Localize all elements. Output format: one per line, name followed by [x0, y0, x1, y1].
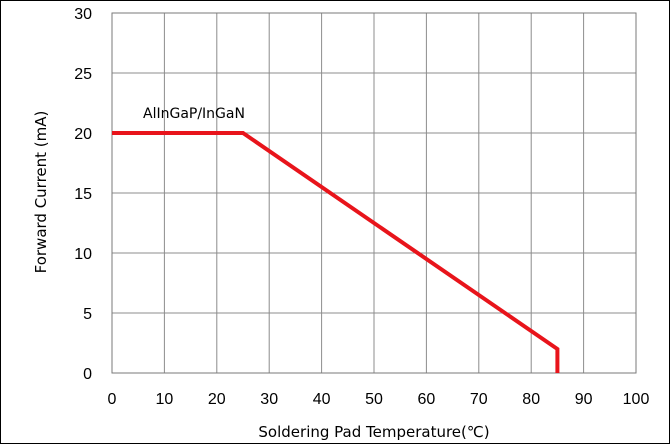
series-line — [112, 131, 560, 373]
x-tick-label: 70 — [470, 391, 488, 408]
y-axis-title: Forward Current (mA) — [32, 111, 50, 274]
y-tick-label: 20 — [74, 126, 92, 143]
y-tick-label: 15 — [74, 186, 92, 203]
x-tick-label: 100 — [623, 391, 650, 408]
series-layer — [112, 131, 560, 373]
x-axis-title: Soldering Pad Temperature(℃) — [258, 423, 489, 441]
series-annotation: AlInGaP/InGaN — [143, 106, 245, 122]
y-tick-label: 30 — [74, 6, 92, 23]
x-tick-label: 30 — [260, 391, 278, 408]
x-tick-labels: 0 10 20 30 40 50 60 70 80 90 100 — [108, 391, 650, 408]
x-tick-label: 50 — [365, 391, 383, 408]
x-tick-label: 80 — [522, 391, 540, 408]
x-tick-label: 40 — [313, 391, 331, 408]
x-tick-label: 10 — [156, 391, 174, 408]
y-tick-labels: 0 5 10 15 20 25 30 — [74, 6, 92, 383]
grid — [111, 12, 637, 374]
x-tick-label: 0 — [108, 391, 117, 408]
x-tick-label: 20 — [208, 391, 226, 408]
plot-area-border — [111, 12, 637, 374]
x-tick-label: 60 — [418, 391, 436, 408]
x-tick-label: 90 — [575, 391, 593, 408]
y-tick-label: 5 — [83, 306, 92, 323]
y-tick-label: 0 — [83, 366, 92, 383]
y-tick-label: 25 — [74, 66, 92, 83]
y-tick-label: 10 — [74, 246, 92, 263]
